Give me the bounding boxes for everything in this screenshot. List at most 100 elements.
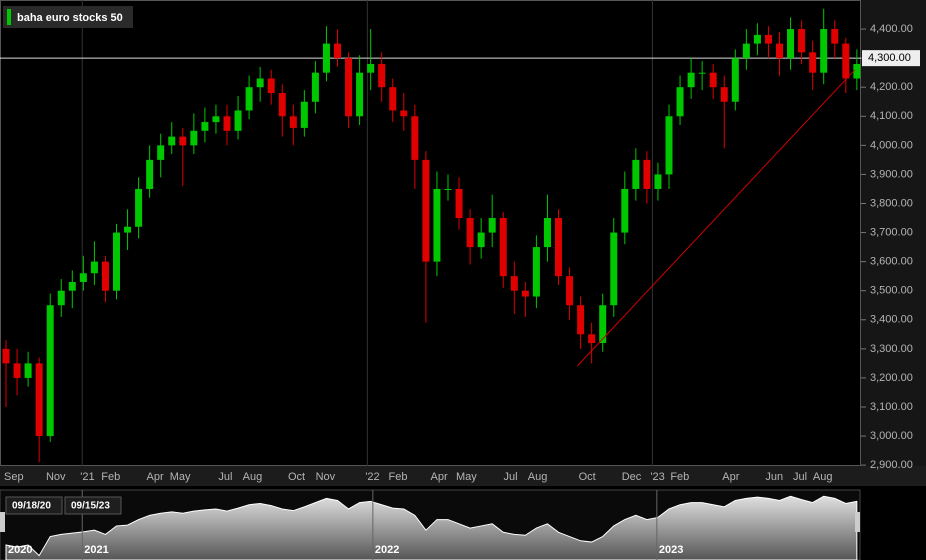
candle-body bbox=[776, 43, 783, 59]
legend-swatch bbox=[7, 9, 11, 25]
y-tick-label: 4,100.00 bbox=[870, 110, 913, 122]
candle-body bbox=[179, 136, 187, 146]
x-axis-panel bbox=[0, 466, 926, 486]
candle-body bbox=[654, 174, 662, 189]
candle-body bbox=[234, 110, 242, 131]
y-tick-label: 3,500.00 bbox=[870, 285, 913, 297]
candle-body bbox=[57, 290, 65, 306]
y-tick-label: 3,900.00 bbox=[870, 168, 913, 180]
candle-body bbox=[588, 334, 596, 344]
candle-body bbox=[532, 247, 540, 297]
x-tick-label: Feb bbox=[101, 471, 120, 483]
y-tick-label: 3,000.00 bbox=[870, 430, 913, 442]
candle-body bbox=[720, 87, 728, 102]
candle-body bbox=[13, 363, 21, 378]
y-tick-label: 3,300.00 bbox=[870, 343, 913, 355]
x-tick-label: Oct bbox=[579, 471, 596, 483]
x-tick-label: Apr bbox=[722, 471, 739, 483]
candle-body bbox=[223, 116, 231, 131]
candle-body bbox=[676, 87, 684, 117]
candle-body bbox=[742, 43, 750, 59]
chart-title: baha euro stocks 50 bbox=[17, 12, 123, 24]
x-tick-label: Nov bbox=[46, 471, 66, 483]
y-tick-label: 4,200.00 bbox=[870, 81, 913, 93]
last-price-label: 4,300.00 bbox=[868, 52, 911, 64]
candle-body bbox=[135, 188, 143, 227]
x-tick-label: Nov bbox=[316, 471, 336, 483]
y-tick-label: 3,400.00 bbox=[870, 314, 913, 326]
candle-body bbox=[820, 29, 828, 73]
x-tick-label: Dec bbox=[622, 471, 642, 483]
candle-body bbox=[599, 305, 607, 344]
candle-body bbox=[367, 63, 375, 73]
candle-body bbox=[356, 72, 364, 117]
candle-body bbox=[698, 72, 706, 74]
candle-body bbox=[212, 116, 220, 123]
candle-body bbox=[543, 218, 551, 248]
candle-body bbox=[190, 130, 198, 146]
candle-body bbox=[124, 226, 132, 233]
x-tick-label: Jul bbox=[218, 471, 232, 483]
x-tick-label: Sep bbox=[4, 471, 24, 483]
candle-body bbox=[2, 348, 10, 364]
candle-body bbox=[300, 101, 308, 128]
y-tick-label: 3,100.00 bbox=[870, 401, 913, 413]
candle-body bbox=[267, 78, 275, 94]
candle-body bbox=[444, 188, 452, 190]
candle-body bbox=[566, 276, 574, 306]
candle-body bbox=[256, 78, 264, 88]
x-tick-label: Apr bbox=[147, 471, 164, 483]
x-tick-label: Feb bbox=[670, 471, 689, 483]
candle-body bbox=[787, 29, 795, 59]
candle-body bbox=[499, 218, 507, 277]
candle-body bbox=[842, 43, 850, 79]
navigator-label: 2022 bbox=[375, 544, 399, 556]
candle-body bbox=[322, 43, 330, 73]
navigator-label: 2020 bbox=[8, 544, 32, 556]
y-axis-panel bbox=[861, 0, 926, 466]
x-tick-label: Jul bbox=[793, 471, 807, 483]
x-tick-label: Feb bbox=[389, 471, 408, 483]
plot-border bbox=[0, 0, 861, 466]
y-tick-label: 3,200.00 bbox=[870, 372, 913, 384]
x-tick-label: Aug bbox=[813, 471, 833, 483]
candle-body bbox=[278, 93, 286, 117]
y-tick-label: 4,400.00 bbox=[870, 23, 913, 35]
x-tick-label: May bbox=[170, 471, 191, 483]
candle-body bbox=[488, 218, 496, 233]
candle-body bbox=[378, 63, 386, 88]
navigator-label: 2023 bbox=[659, 544, 683, 556]
candle-body bbox=[157, 145, 165, 160]
x-tick-label: Apr bbox=[431, 471, 448, 483]
candle-body bbox=[334, 43, 341, 59]
y-tick-label: 4,000.00 bbox=[870, 139, 913, 151]
candle-body bbox=[79, 273, 87, 282]
y-tick-label: 3,800.00 bbox=[870, 197, 913, 209]
navigator-handle[interactable] bbox=[855, 512, 860, 532]
candle-body bbox=[389, 87, 397, 111]
candle-body bbox=[201, 122, 209, 131]
navigator-handle[interactable] bbox=[0, 512, 5, 532]
x-tick-label: Jun bbox=[765, 471, 783, 483]
candle-body bbox=[146, 159, 154, 189]
candle-body bbox=[610, 232, 618, 306]
candle-body bbox=[809, 52, 817, 73]
x-tick-label: '21 bbox=[80, 471, 94, 483]
range-box bbox=[64, 496, 122, 515]
last-price-box bbox=[862, 50, 920, 67]
candle-body bbox=[665, 116, 673, 175]
trendline bbox=[576, 69, 856, 367]
candle-body bbox=[709, 72, 717, 88]
candle-body bbox=[831, 29, 839, 44]
x-tick-label: Oct bbox=[288, 471, 305, 483]
x-tick-label: Aug bbox=[243, 471, 263, 483]
candle-body bbox=[411, 116, 419, 160]
candle-body bbox=[643, 159, 651, 189]
candle-body bbox=[101, 261, 109, 291]
candle-body bbox=[46, 305, 54, 437]
navigator-label: 2021 bbox=[84, 544, 108, 556]
candle-body bbox=[466, 218, 474, 248]
range-label: 09/15/23 bbox=[71, 501, 110, 512]
navigator-area bbox=[5, 495, 858, 560]
